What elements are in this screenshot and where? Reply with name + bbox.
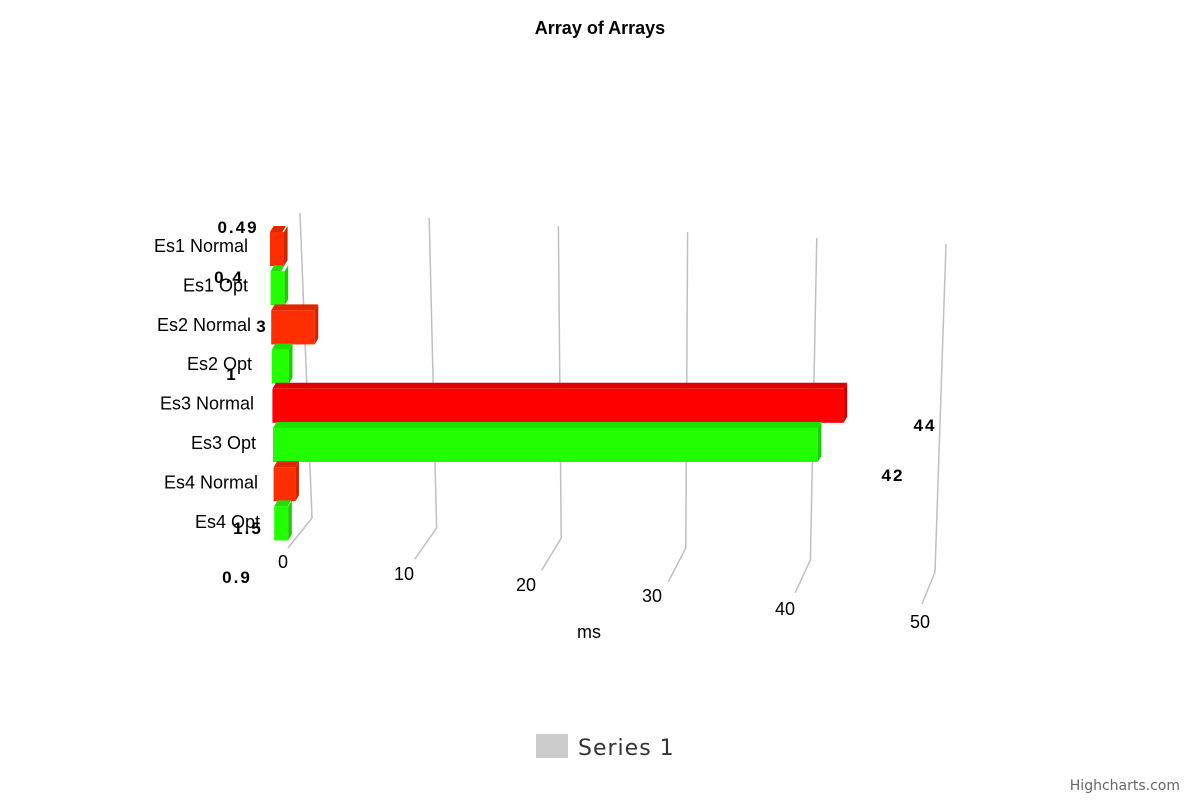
data-labels: 0.49 0.4 3 1 44 42 1.5 0.9 [214,218,937,587]
bar[interactable] [271,343,293,384]
grid-line [667,231,689,582]
bar-front [274,506,289,541]
data-label: 42 [882,466,905,485]
grid-lines [287,212,947,605]
bar-top [273,422,822,428]
x-tick-label: 40 [775,599,795,619]
bar-front [273,428,818,462]
category-label: Es1 Opt [183,275,248,295]
bar-top [271,304,319,311]
x-tick-label: 0 [278,552,288,572]
bar-front [270,232,284,266]
category-label: Es4 Opt [195,512,260,532]
data-label: 1.5 [233,519,263,538]
bar-front [270,271,285,306]
bar-top [270,226,286,232]
data-label: 0.9 [222,568,252,587]
x-axis-ticks: 0 10 20 30 40 50 [278,552,930,632]
legend-label: Series 1 [578,736,675,761]
data-label: 0.4 [214,268,244,287]
bar-top [273,461,299,468]
bar-side [817,422,822,462]
bar-top [274,500,292,507]
bar[interactable] [273,422,822,462]
bar-side [284,226,288,266]
bar-side [843,382,848,423]
credits-link[interactable]: Highcharts.com [1070,778,1180,794]
category-label: Es1 Normal [154,236,248,256]
data-label: 3 [256,317,267,336]
x-tick-label: 10 [394,564,414,584]
bar-front [272,388,844,423]
bar[interactable] [271,304,319,345]
grid-line [921,243,947,605]
bar-side [288,343,293,384]
bars [270,226,848,541]
chart-title: Array of Arrays [535,18,665,38]
bar[interactable] [270,226,288,266]
x-axis-title: ms [577,622,601,642]
data-label: 44 [914,416,937,435]
x-tick-label: 50 [910,612,930,632]
bar[interactable] [270,265,289,306]
bar[interactable] [273,461,299,502]
bar-side [295,461,299,502]
grid-line [794,237,818,594]
bar[interactable] [272,382,848,423]
legend-swatch [536,734,568,758]
grid-line [540,225,562,571]
data-label: 0.49 [217,218,258,237]
category-label: Es4 Normal [164,472,258,492]
category-labels: Es1 Normal Es1 Opt Es2 Normal Es2 Opt Es3 No… [154,236,260,532]
x-tick-label: 30 [642,586,662,606]
bar-front [271,349,289,384]
bar-top [270,265,285,272]
bar-top [272,382,848,389]
data-label: 1 [226,365,237,384]
category-label: Es2 Normal [157,315,251,335]
bar-side [314,304,319,345]
bar-front [271,310,315,345]
bar-side [284,265,289,306]
category-label: Es3 Normal [160,394,254,414]
category-label: Es3 Opt [191,433,256,453]
bar-side [288,500,292,541]
bar-front [273,467,296,502]
x-tick-label: 20 [516,575,536,595]
bar-top [271,343,293,350]
category-label: Es2 Opt [187,354,252,374]
bar[interactable] [274,500,292,541]
legend-item-series-1[interactable]: Series 1 [536,734,675,761]
grid-line [414,217,438,560]
